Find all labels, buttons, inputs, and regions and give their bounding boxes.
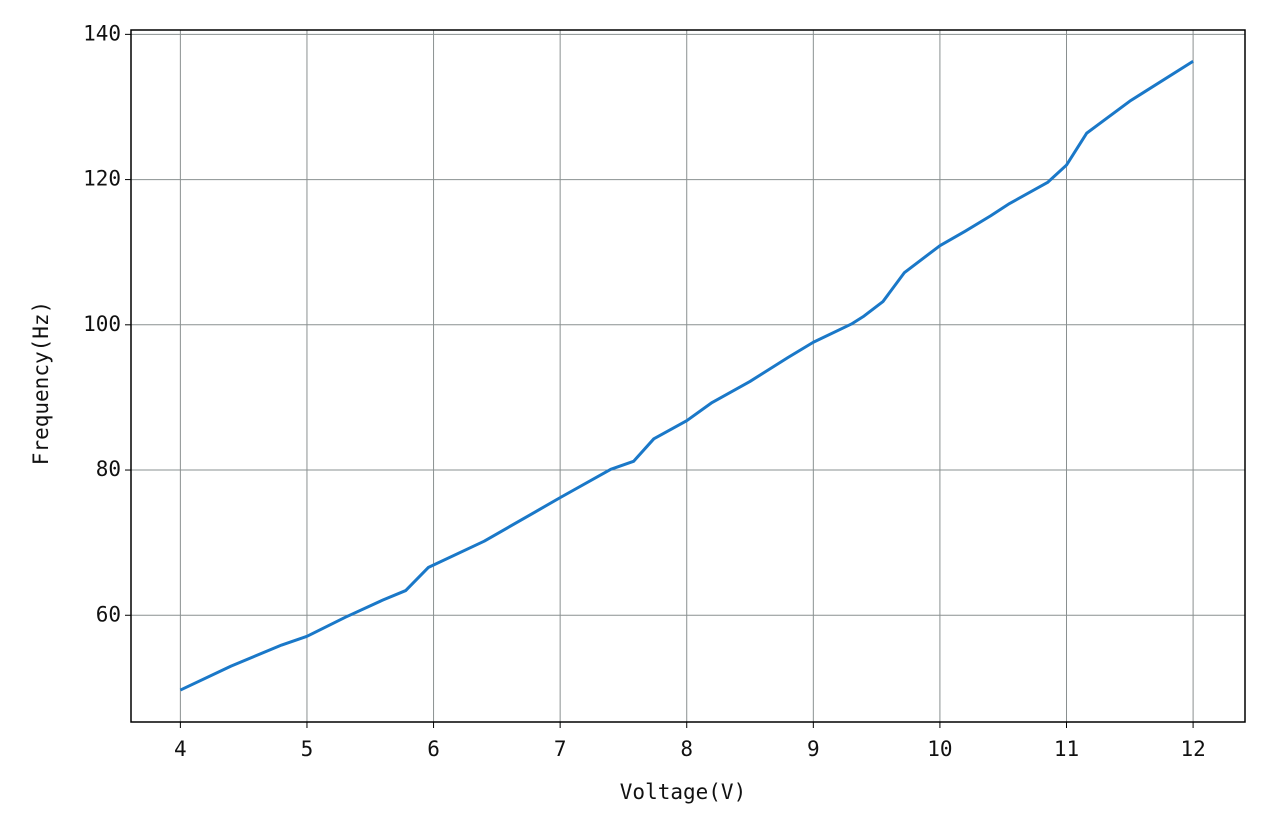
y-tick-label: 60 — [96, 602, 121, 626]
x-tick-label: 7 — [554, 737, 567, 761]
x-tick-label: 4 — [174, 737, 187, 761]
x-tick-label: 8 — [680, 737, 693, 761]
x-tick-label: 10 — [927, 737, 952, 761]
x-axis-label: Voltage(V) — [620, 780, 746, 804]
y-tick-label: 140 — [83, 21, 121, 45]
data-line — [179, 59, 1194, 692]
x-tick-label: 9 — [807, 737, 820, 761]
y-tick-label: 120 — [83, 167, 121, 191]
y-tick-label: 100 — [83, 312, 121, 336]
x-tick-label: 11 — [1054, 737, 1079, 761]
y-tick-label: 80 — [96, 457, 121, 481]
x-tick-label: 6 — [427, 737, 440, 761]
x-tick-label: 12 — [1180, 737, 1205, 761]
y-axis-label: Frequency(Hz) — [29, 301, 53, 465]
plot-frame — [130, 29, 1246, 723]
x-tick-label: 5 — [301, 737, 314, 761]
